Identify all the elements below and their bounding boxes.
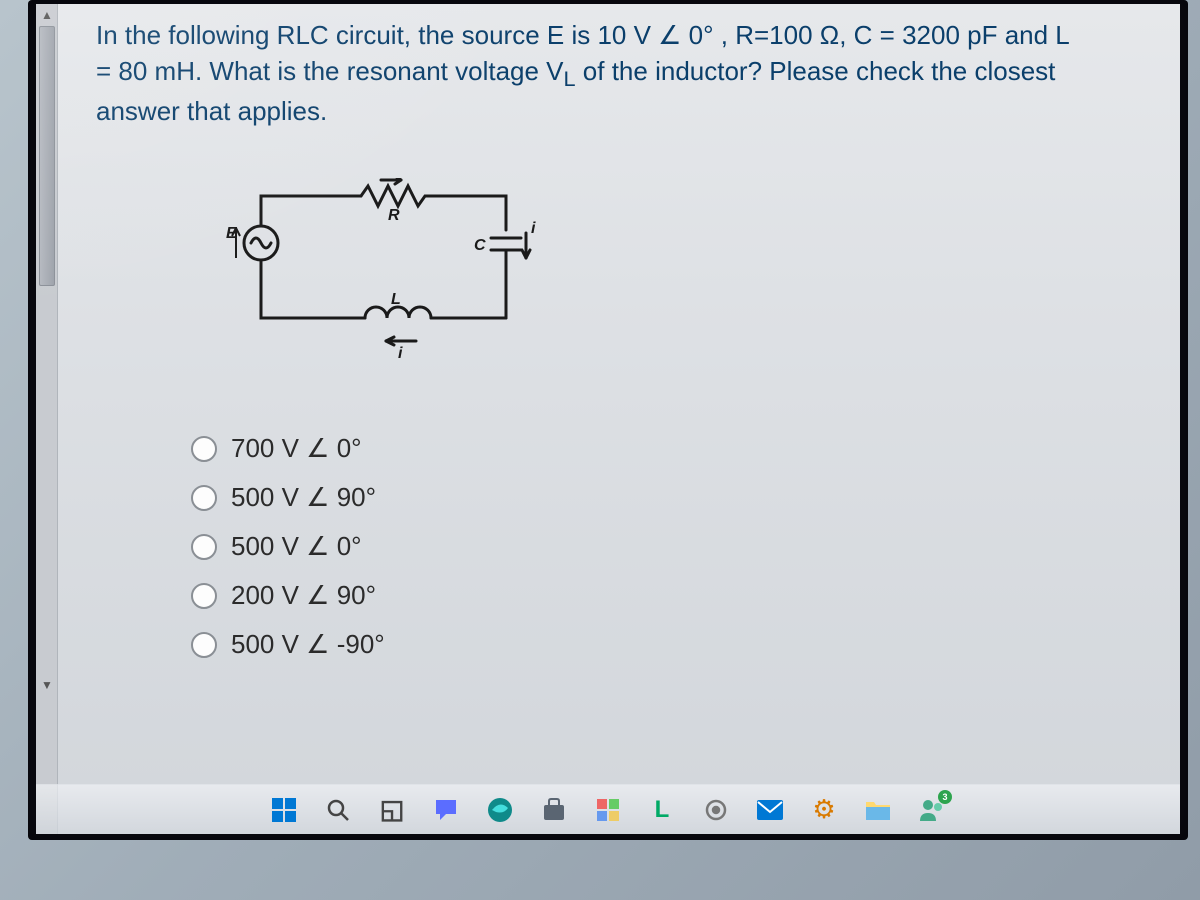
- question-line2b: of the inductor? Please check the closes…: [576, 56, 1056, 86]
- snip-icon[interactable]: [700, 794, 732, 826]
- radio-icon[interactable]: [191, 436, 217, 462]
- question-line2a: = 80 mH. What is the resonant voltage V: [96, 56, 564, 86]
- settings-icon[interactable]: ⚙: [808, 794, 840, 826]
- i-right-label: i: [531, 220, 536, 237]
- answer-option[interactable]: 500 V ∠ 90°: [191, 482, 385, 513]
- question-line3: answer that applies.: [96, 96, 327, 126]
- scrollbar[interactable]: ▲ ▼: [36, 4, 58, 834]
- badge-icon: 3: [938, 790, 952, 804]
- answer-label: 200 V ∠ 90°: [231, 580, 376, 611]
- question-line1: In the following RLC circuit, the source…: [96, 20, 1070, 50]
- r-label: R: [388, 207, 400, 224]
- answer-label: 500 V ∠ -90°: [231, 629, 385, 660]
- question-content: In the following RLC circuit, the source…: [96, 18, 1156, 130]
- scroll-up-icon[interactable]: ▲: [40, 8, 54, 22]
- answers-group: 700 V ∠ 0° 500 V ∠ 90° 500 V ∠ 0° 200 V …: [191, 433, 385, 678]
- i-bottom-label: i: [398, 345, 403, 362]
- answer-option[interactable]: 700 V ∠ 0°: [191, 433, 385, 464]
- question-sub: L: [564, 66, 576, 91]
- start-icon[interactable]: [268, 794, 300, 826]
- screen-bezel: ▲ ▼ In the following RLC circuit, the so…: [28, 0, 1188, 840]
- task-view-icon[interactable]: ◱: [376, 794, 408, 826]
- people-icon[interactable]: 3: [916, 794, 948, 826]
- edge-icon[interactable]: [484, 794, 516, 826]
- store-icon[interactable]: [538, 794, 570, 826]
- answer-option[interactable]: 200 V ∠ 90°: [191, 580, 385, 611]
- radio-icon[interactable]: [191, 534, 217, 560]
- search-icon[interactable]: [322, 794, 354, 826]
- l-label: L: [391, 291, 401, 308]
- radio-icon[interactable]: [191, 583, 217, 609]
- taskbar: ◱ L: [36, 784, 1180, 834]
- answer-option[interactable]: 500 V ∠ 0°: [191, 531, 385, 562]
- circuit-diagram: i R C i L i E: [226, 178, 536, 363]
- chat-icon[interactable]: [430, 794, 462, 826]
- screen: ▲ ▼ In the following RLC circuit, the so…: [36, 4, 1180, 834]
- answer-label: 500 V ∠ 0°: [231, 531, 362, 562]
- scroll-down-icon[interactable]: ▼: [40, 678, 54, 692]
- lockdown-icon[interactable]: L: [646, 794, 678, 826]
- answer-option[interactable]: 500 V ∠ -90°: [191, 629, 385, 660]
- answer-label: 700 V ∠ 0°: [231, 433, 362, 464]
- radio-icon[interactable]: [191, 632, 217, 658]
- question-text: In the following RLC circuit, the source…: [96, 18, 1156, 130]
- explorer-icon[interactable]: [862, 794, 894, 826]
- answer-label: 500 V ∠ 90°: [231, 482, 376, 513]
- mail-icon[interactable]: [754, 794, 786, 826]
- scroll-thumb[interactable]: [39, 26, 55, 286]
- c-label: C: [474, 237, 486, 254]
- calculator-icon[interactable]: [592, 794, 624, 826]
- radio-icon[interactable]: [191, 485, 217, 511]
- monitor-photo: ▲ ▼ In the following RLC circuit, the so…: [0, 0, 1200, 900]
